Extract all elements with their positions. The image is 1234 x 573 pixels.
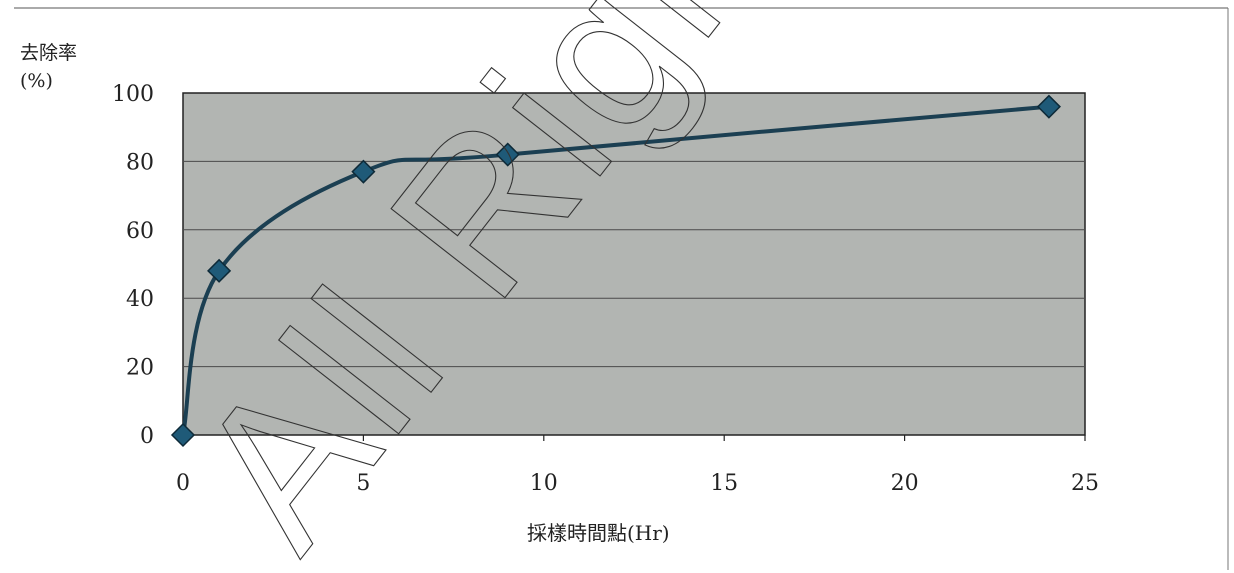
y-tick-label: 80 [126,150,154,175]
data-point-marker [495,142,520,167]
series-line [181,104,1050,436]
y-axis-tick-labels: 0 20 40 60 80 100 [112,82,154,449]
x-axis-tick-marks [182,435,1086,441]
y-tick-label: 20 [126,356,154,381]
grid-lines [183,160,1085,368]
data-point-marker [351,159,376,184]
x-tick-label: 0 [176,471,190,496]
x-tick-label: 20 [891,471,919,496]
data-point-marker [1036,94,1061,119]
y-axis-label-line2: (%) [20,70,53,92]
series-markers [170,94,1061,448]
data-point-marker [170,422,196,448]
x-tick-label: 25 [1071,471,1099,496]
data-point-marker [207,258,232,283]
x-tick-label: 10 [530,471,558,496]
y-tick-label: 40 [126,287,154,312]
x-axis-tick-labels: 0 5 10 15 20 25 [176,471,1099,496]
x-axis-label: 採樣時間點(Hr) [527,521,670,545]
y-axis-label-line1: 去除率 [20,42,78,64]
x-tick-label: 5 [356,471,370,496]
x-tick-label: 15 [710,471,738,496]
y-tick-label: 100 [112,82,154,107]
y-tick-label: 60 [126,219,154,244]
plot-area [182,92,1086,436]
y-tick-label: 0 [140,424,154,449]
